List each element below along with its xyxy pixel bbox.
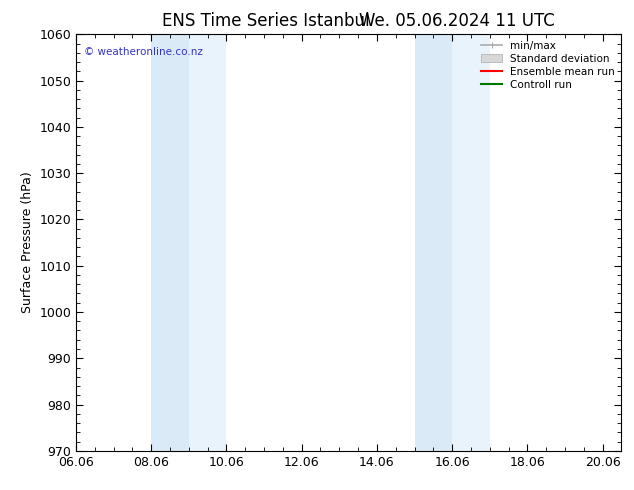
Legend: min/max, Standard deviation, Ensemble mean run, Controll run: min/max, Standard deviation, Ensemble me… [477,36,619,94]
Text: We. 05.06.2024 11 UTC: We. 05.06.2024 11 UTC [359,12,554,30]
Bar [189,34,226,451]
Y-axis label: Surface Pressure (hPa): Surface Pressure (hPa) [21,172,34,314]
Bar [152,34,189,451]
Text: ENS Time Series Istanbul: ENS Time Series Istanbul [162,12,370,30]
Text: © weatheronline.co.nz: © weatheronline.co.nz [84,47,203,57]
Bar [452,34,489,451]
Bar [415,34,452,451]
